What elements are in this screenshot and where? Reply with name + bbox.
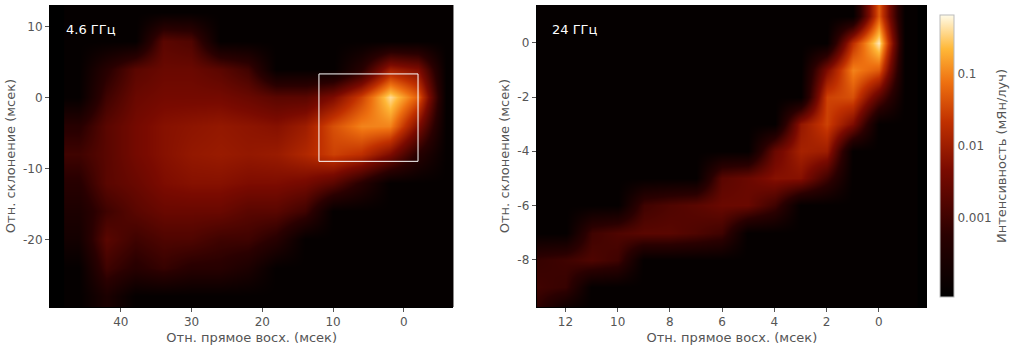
svg-text:Отн. склонение (мсек): Отн. склонение (мсек): [497, 79, 512, 233]
svg-text:-6: -6: [517, 199, 529, 213]
svg-text:0: 0: [35, 91, 43, 105]
svg-text:10: 10: [27, 20, 42, 34]
svg-text:10: 10: [325, 315, 340, 329]
svg-text:24 ГГц: 24 ГГц: [552, 22, 598, 37]
svg-text:10: 10: [610, 315, 625, 329]
svg-text:-10: -10: [23, 162, 43, 176]
svg-text:4: 4: [770, 315, 778, 329]
svg-text:40: 40: [113, 315, 128, 329]
svg-text:0: 0: [875, 315, 883, 329]
svg-text:-2: -2: [517, 90, 529, 104]
svg-text:0: 0: [400, 315, 408, 329]
svg-text:8: 8: [666, 315, 674, 329]
svg-text:30: 30: [184, 315, 199, 329]
svg-text:-8: -8: [517, 253, 529, 267]
svg-text:6: 6: [718, 315, 726, 329]
svg-text:0.001: 0.001: [957, 211, 991, 225]
svg-text:Интенсивность (мЯн/луч): Интенсивность (мЯн/луч): [994, 69, 1009, 243]
svg-text:0.01: 0.01: [957, 139, 984, 153]
svg-text:0.1: 0.1: [957, 67, 976, 81]
svg-text:-4: -4: [517, 144, 529, 158]
svg-text:20: 20: [255, 315, 270, 329]
svg-text:Отн. склонение (мсек): Отн. склонение (мсек): [3, 79, 18, 233]
svg-text:2: 2: [823, 315, 831, 329]
svg-text:12: 12: [558, 315, 573, 329]
svg-text:-20: -20: [23, 233, 43, 247]
svg-text:0: 0: [522, 36, 530, 50]
svg-text:Отн. прямое восх. (мсек): Отн. прямое восх. (мсек): [647, 330, 818, 345]
svg-text:4.6 ГГц: 4.6 ГГц: [66, 22, 116, 37]
svg-text:Отн. прямое восх. (мсек): Отн. прямое восх. (мсек): [166, 330, 337, 345]
